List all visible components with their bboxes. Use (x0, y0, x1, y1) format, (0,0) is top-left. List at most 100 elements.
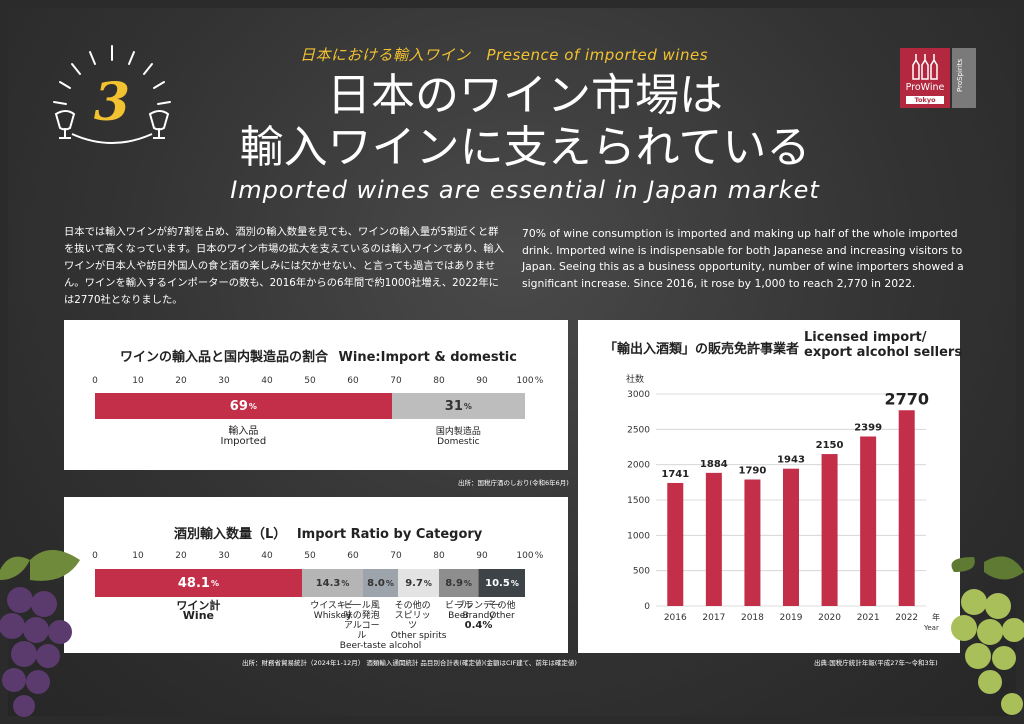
bar-value-label: 14.3 (315, 577, 341, 589)
segment-label: ビール風味の発泡アルコール Beer-taste alcohol (340, 601, 421, 651)
axis-tick: 30 (218, 376, 230, 386)
y-tick-label: 2000 (627, 461, 650, 471)
chart1-area: 0 10 20 30 40 50 60 70 80 90 100% 69% 輸入品 Imported 31%… (64, 320, 568, 470)
axis-tick: 20 (175, 376, 187, 386)
title-line-1: 日本のワイン市場は (327, 70, 723, 121)
x-axis-label-en: Year (923, 624, 939, 632)
segment-name-en: Whiskey (313, 611, 352, 621)
segment-name-en: Imported (220, 436, 267, 447)
logo-side-text: ProSpirits (956, 58, 964, 92)
chart2-title-ja: 酒別輸入数量（L） (174, 527, 287, 542)
page-title: 日本のワイン市場は 輸入ワインに支えられている (200, 70, 850, 174)
x-tick-label: 2020 (818, 613, 841, 623)
segment-name-ja: ブランデー (456, 601, 502, 611)
x-axis-label-ja: 年 (932, 612, 940, 622)
chart3-title-en-1: Licensed import/ (804, 330, 927, 345)
license-holders-panel: 「輸出入酒類」の販売免許事業者 Licensed import/ export … (578, 320, 962, 653)
intro-english: 70% of wine consumption is imported and … (522, 227, 964, 290)
grapes-left-decoration (0, 550, 80, 717)
axis-unit: % (534, 376, 544, 386)
bar-segment: 8.0% (363, 569, 398, 597)
bar (744, 479, 761, 606)
chart1-title: ワインの輸入品と国内製造品の割合 Wine:Import & domestic (120, 346, 517, 365)
bar-segment: 9.7% (397, 569, 440, 597)
bar-value-label: 48.1 (177, 575, 210, 591)
axis-tick: 80 (433, 376, 445, 386)
bar (821, 454, 838, 606)
segment-label: ウイスキー Whiskey (310, 601, 355, 621)
axis-tick: 50 (304, 376, 316, 386)
segment-name-en: Brandy (462, 611, 495, 621)
segment-label: ブランデー Brandy 0.4% (456, 601, 501, 631)
bar-value-label: 1741 (661, 469, 689, 480)
segment-name-en: Other spirits (390, 631, 447, 641)
logo-city: Tokyo (906, 96, 944, 104)
x-tick-label: 2022 (895, 613, 918, 623)
badge-number: 3 (94, 72, 130, 133)
chart3-title-en-2: export alcohol sellers (804, 345, 963, 360)
bar-value-label: 8.0 (367, 577, 385, 589)
chart2-title-en: Import Ratio by Category (296, 527, 483, 542)
bar-value-unit: % (423, 578, 432, 588)
chart2-title: 酒別輸入数量（L） Import Ratio by Category (174, 523, 482, 542)
segment-name-en: Beer (448, 611, 470, 621)
axis-tick: 30 (218, 551, 230, 561)
x-tick-label: 2018 (741, 613, 764, 623)
segment-name-en: Beer-taste alcohol (339, 641, 422, 651)
bar-segment: 69% (95, 393, 392, 419)
axis-tick: 40 (261, 376, 273, 386)
chart3-title-en: Licensed import/ export alcohol sellers (804, 330, 962, 360)
segment-name-en: Domestic (437, 437, 480, 447)
x-tick-label: 2019 (780, 613, 803, 623)
prowine-logo: ProWine Tokyo ProSpirits (900, 48, 976, 108)
bar-value-label: 8.9 (445, 577, 463, 589)
bar-value-unit: % (210, 578, 219, 588)
segment-label: その他 Other (488, 601, 515, 621)
bar-value-unit: % (385, 578, 394, 588)
bar-value-label: 10.5 (485, 577, 510, 589)
subtitle-en: Presence of imported wines (486, 46, 709, 64)
chart3-title-ja: 「輸出入酒類」の販売免許事業者 (604, 342, 800, 357)
bar-segment: 31% (391, 393, 525, 419)
segment-name-ja: その他のスピリッツ (394, 601, 431, 631)
y-tick-label: 1500 (627, 496, 650, 506)
segment-label: ワイン計 Wine (176, 600, 220, 622)
chart3-source: 出典:国税庁統計年報(平成27年～令和3年) (814, 659, 938, 667)
segment-name-en: Wine (182, 609, 214, 622)
segment-name-ja: ビール (445, 601, 473, 611)
logo-main-text: ProWine (905, 82, 945, 93)
bar-value-label: 2399 (854, 422, 882, 433)
chart2-source: 出所：財務省貿易統計（2024年1-12月） 酒類輸入通関統計 品目別合計表(確… (242, 659, 577, 667)
subtitle: 日本における輸入ワイン Presence of imported wines (300, 44, 708, 65)
logo-side-block: ProSpirits (952, 48, 976, 108)
segment-label: 国内製造品 Domestic (436, 427, 481, 447)
segment-name-ja: ウイスキー (310, 601, 355, 611)
bar-value-label: 69 (229, 398, 248, 414)
bar (667, 482, 684, 606)
segment-name-ja: 国内製造品 (435, 427, 481, 437)
axis-tick: 100 (516, 551, 534, 561)
axis-tick: 70 (390, 551, 402, 561)
import-ratio-panel: 酒別輸入数量（L） Import Ratio by Category 0 10 20… (64, 497, 568, 653)
segment-label: その他のスピリッツ Other spirits (391, 601, 447, 641)
title-english: Imported wines are essential in Japan ma… (230, 176, 820, 204)
grapes-right-decoration (951, 556, 1024, 715)
axis-tick: 90 (476, 376, 488, 386)
bar (783, 468, 799, 606)
x-tick-label: 2016 (664, 613, 687, 623)
segment-name-ja: 輸入品 (228, 426, 259, 437)
axis-tick: 90 (476, 551, 488, 561)
axis-tick: 0 (92, 376, 98, 386)
segment-extra-value: 0.4% (464, 620, 493, 631)
bar-value-label: 1884 (700, 459, 728, 470)
bar-value-unit: % (463, 401, 472, 411)
axis-tick: 60 (347, 551, 359, 561)
segment-label: ビール Beer (445, 601, 472, 621)
axis-tick: 80 (433, 551, 445, 561)
bar-value-unit: % (510, 578, 519, 588)
segment-label: 輸入品 Imported (220, 427, 266, 447)
bar-segment: 8.9% (439, 569, 478, 597)
y-tick-label: 1000 (627, 531, 650, 541)
y-tick-label: 3000 (627, 390, 650, 400)
axis-tick: 100 (516, 376, 534, 386)
